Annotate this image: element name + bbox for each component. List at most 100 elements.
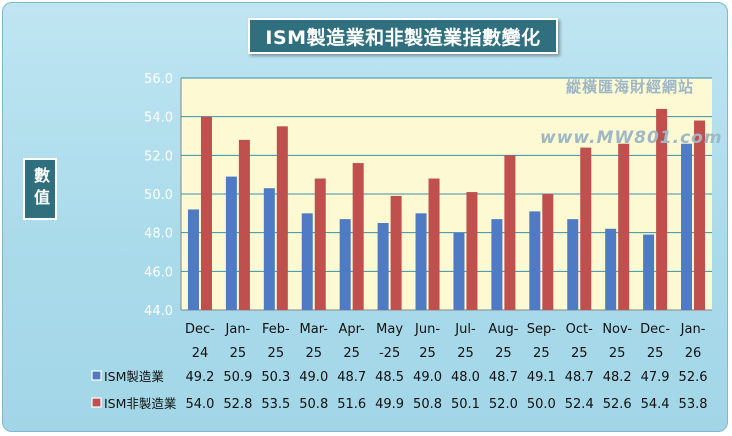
table-value: 52.6 bbox=[603, 397, 632, 412]
table-value: 52.8 bbox=[223, 397, 252, 412]
table-value: 49.2 bbox=[185, 370, 214, 385]
x-tick-label: Jan- bbox=[680, 322, 706, 337]
legend-label: ISM非製造業 bbox=[104, 396, 177, 411]
table-value: 49.0 bbox=[299, 370, 328, 385]
x-tick-label: 25 bbox=[533, 346, 550, 361]
y-tick-label: 54.0 bbox=[144, 111, 173, 126]
x-tick-label: Jan- bbox=[225, 322, 251, 337]
bar-manufacturing bbox=[453, 232, 465, 310]
x-tick-label: 24 bbox=[192, 346, 209, 361]
x-tick-label: Apr- bbox=[338, 322, 365, 337]
table-value: 48.7 bbox=[489, 370, 518, 385]
x-tick-label: -25 bbox=[379, 346, 400, 361]
bar-manufacturing bbox=[301, 213, 313, 310]
bar-manufacturing bbox=[263, 188, 275, 310]
x-tick-label: Feb- bbox=[262, 322, 290, 337]
bar-manufacturing bbox=[605, 228, 617, 310]
table-value: 54.0 bbox=[185, 397, 214, 412]
bar-manufacturing bbox=[567, 219, 579, 310]
bar-manufacturing bbox=[491, 219, 503, 310]
x-tick-label: Aug- bbox=[488, 322, 518, 337]
x-tick-label: May bbox=[376, 322, 403, 337]
x-tick-label: 26 bbox=[685, 346, 702, 361]
chart-title: ISM製造業和非製造業指數變化 bbox=[248, 18, 558, 54]
y-tick-label: 52.0 bbox=[144, 149, 173, 164]
bar-non-manufacturing bbox=[314, 178, 326, 310]
y-tick-label: 48.0 bbox=[144, 227, 173, 242]
bar-non-manufacturing bbox=[466, 192, 478, 310]
x-tick-label: Dec- bbox=[640, 322, 670, 337]
bar-non-manufacturing bbox=[542, 194, 554, 310]
table-value: 51.6 bbox=[337, 397, 366, 412]
x-tick-label: 25 bbox=[495, 346, 512, 361]
table-value: 49.9 bbox=[375, 397, 404, 412]
table-value: 52.0 bbox=[489, 397, 518, 412]
table-value: 48.0 bbox=[451, 370, 480, 385]
table-value: 54.4 bbox=[641, 397, 670, 412]
table-value: 52.6 bbox=[679, 370, 708, 385]
bar-non-manufacturing bbox=[238, 139, 250, 310]
bar-non-manufacturing bbox=[504, 155, 516, 310]
x-tick-label: 25 bbox=[571, 346, 588, 361]
legend-label: ISM製造業 bbox=[104, 369, 164, 384]
legend-swatch bbox=[91, 370, 102, 381]
table-value: 53.5 bbox=[261, 397, 290, 412]
x-tick-label: 25 bbox=[268, 346, 285, 361]
bar-non-manufacturing bbox=[618, 143, 630, 310]
bar-non-manufacturing bbox=[276, 126, 288, 310]
table-value: 49.1 bbox=[527, 370, 556, 385]
table-value: 50.8 bbox=[299, 397, 328, 412]
bar-non-manufacturing bbox=[580, 147, 592, 310]
table-value: 48.5 bbox=[375, 370, 404, 385]
x-tick-label: 25 bbox=[419, 346, 436, 361]
x-tick-label: Jul- bbox=[454, 322, 476, 337]
bar-manufacturing bbox=[377, 223, 389, 310]
y-tick-label: 56.0 bbox=[144, 72, 173, 87]
y-axis-label: 數值 bbox=[23, 158, 57, 220]
watermark-url: www.MW801.com bbox=[540, 128, 723, 148]
table-value: 50.8 bbox=[413, 397, 442, 412]
table-value: 53.8 bbox=[679, 397, 708, 412]
y-tick-label: 46.0 bbox=[144, 265, 173, 280]
bar-manufacturing bbox=[681, 143, 693, 310]
bar-non-manufacturing bbox=[428, 178, 440, 310]
x-tick-label: 25 bbox=[343, 346, 360, 361]
bar-non-manufacturing bbox=[656, 108, 668, 310]
table-value: 50.3 bbox=[261, 370, 290, 385]
bar-non-manufacturing bbox=[390, 195, 402, 310]
legend-swatch bbox=[91, 397, 102, 408]
bar-manufacturing bbox=[225, 176, 237, 310]
watermark-site-name: 縱橫匯海財經網站 bbox=[566, 78, 695, 96]
table-value: 50.1 bbox=[451, 397, 480, 412]
x-tick-label: 25 bbox=[230, 346, 247, 361]
table-value: 48.7 bbox=[565, 370, 594, 385]
x-tick-label: 25 bbox=[305, 346, 322, 361]
bar-manufacturing bbox=[339, 219, 351, 310]
table-value: 50.0 bbox=[527, 397, 556, 412]
x-tick-label: 25 bbox=[647, 346, 664, 361]
bar-non-manufacturing bbox=[694, 120, 706, 311]
table-value: 52.4 bbox=[565, 397, 594, 412]
bar-non-manufacturing bbox=[352, 163, 364, 310]
table-value: 48.7 bbox=[337, 370, 366, 385]
bar-manufacturing bbox=[643, 234, 655, 310]
x-tick-label: Nov- bbox=[602, 322, 632, 337]
x-tick-label: 25 bbox=[457, 346, 474, 361]
x-tick-label: Mar- bbox=[300, 322, 329, 337]
bar-manufacturing bbox=[187, 209, 199, 310]
y-tick-label: 50.0 bbox=[144, 188, 173, 203]
x-tick-label: Sep- bbox=[527, 322, 557, 337]
x-tick-label: 25 bbox=[609, 346, 626, 361]
bar-manufacturing bbox=[415, 213, 427, 310]
y-tick-label: 44.0 bbox=[144, 304, 173, 319]
bar-manufacturing bbox=[529, 211, 541, 310]
table-value: 47.9 bbox=[641, 370, 670, 385]
table-value: 50.9 bbox=[223, 370, 252, 385]
table-value: 49.0 bbox=[413, 370, 442, 385]
x-tick-label: Jun- bbox=[414, 322, 440, 337]
x-tick-label: Oct- bbox=[566, 322, 593, 337]
table-value: 48.2 bbox=[603, 370, 632, 385]
x-tick-label: Dec- bbox=[185, 322, 215, 337]
bar-non-manufacturing bbox=[200, 116, 212, 311]
